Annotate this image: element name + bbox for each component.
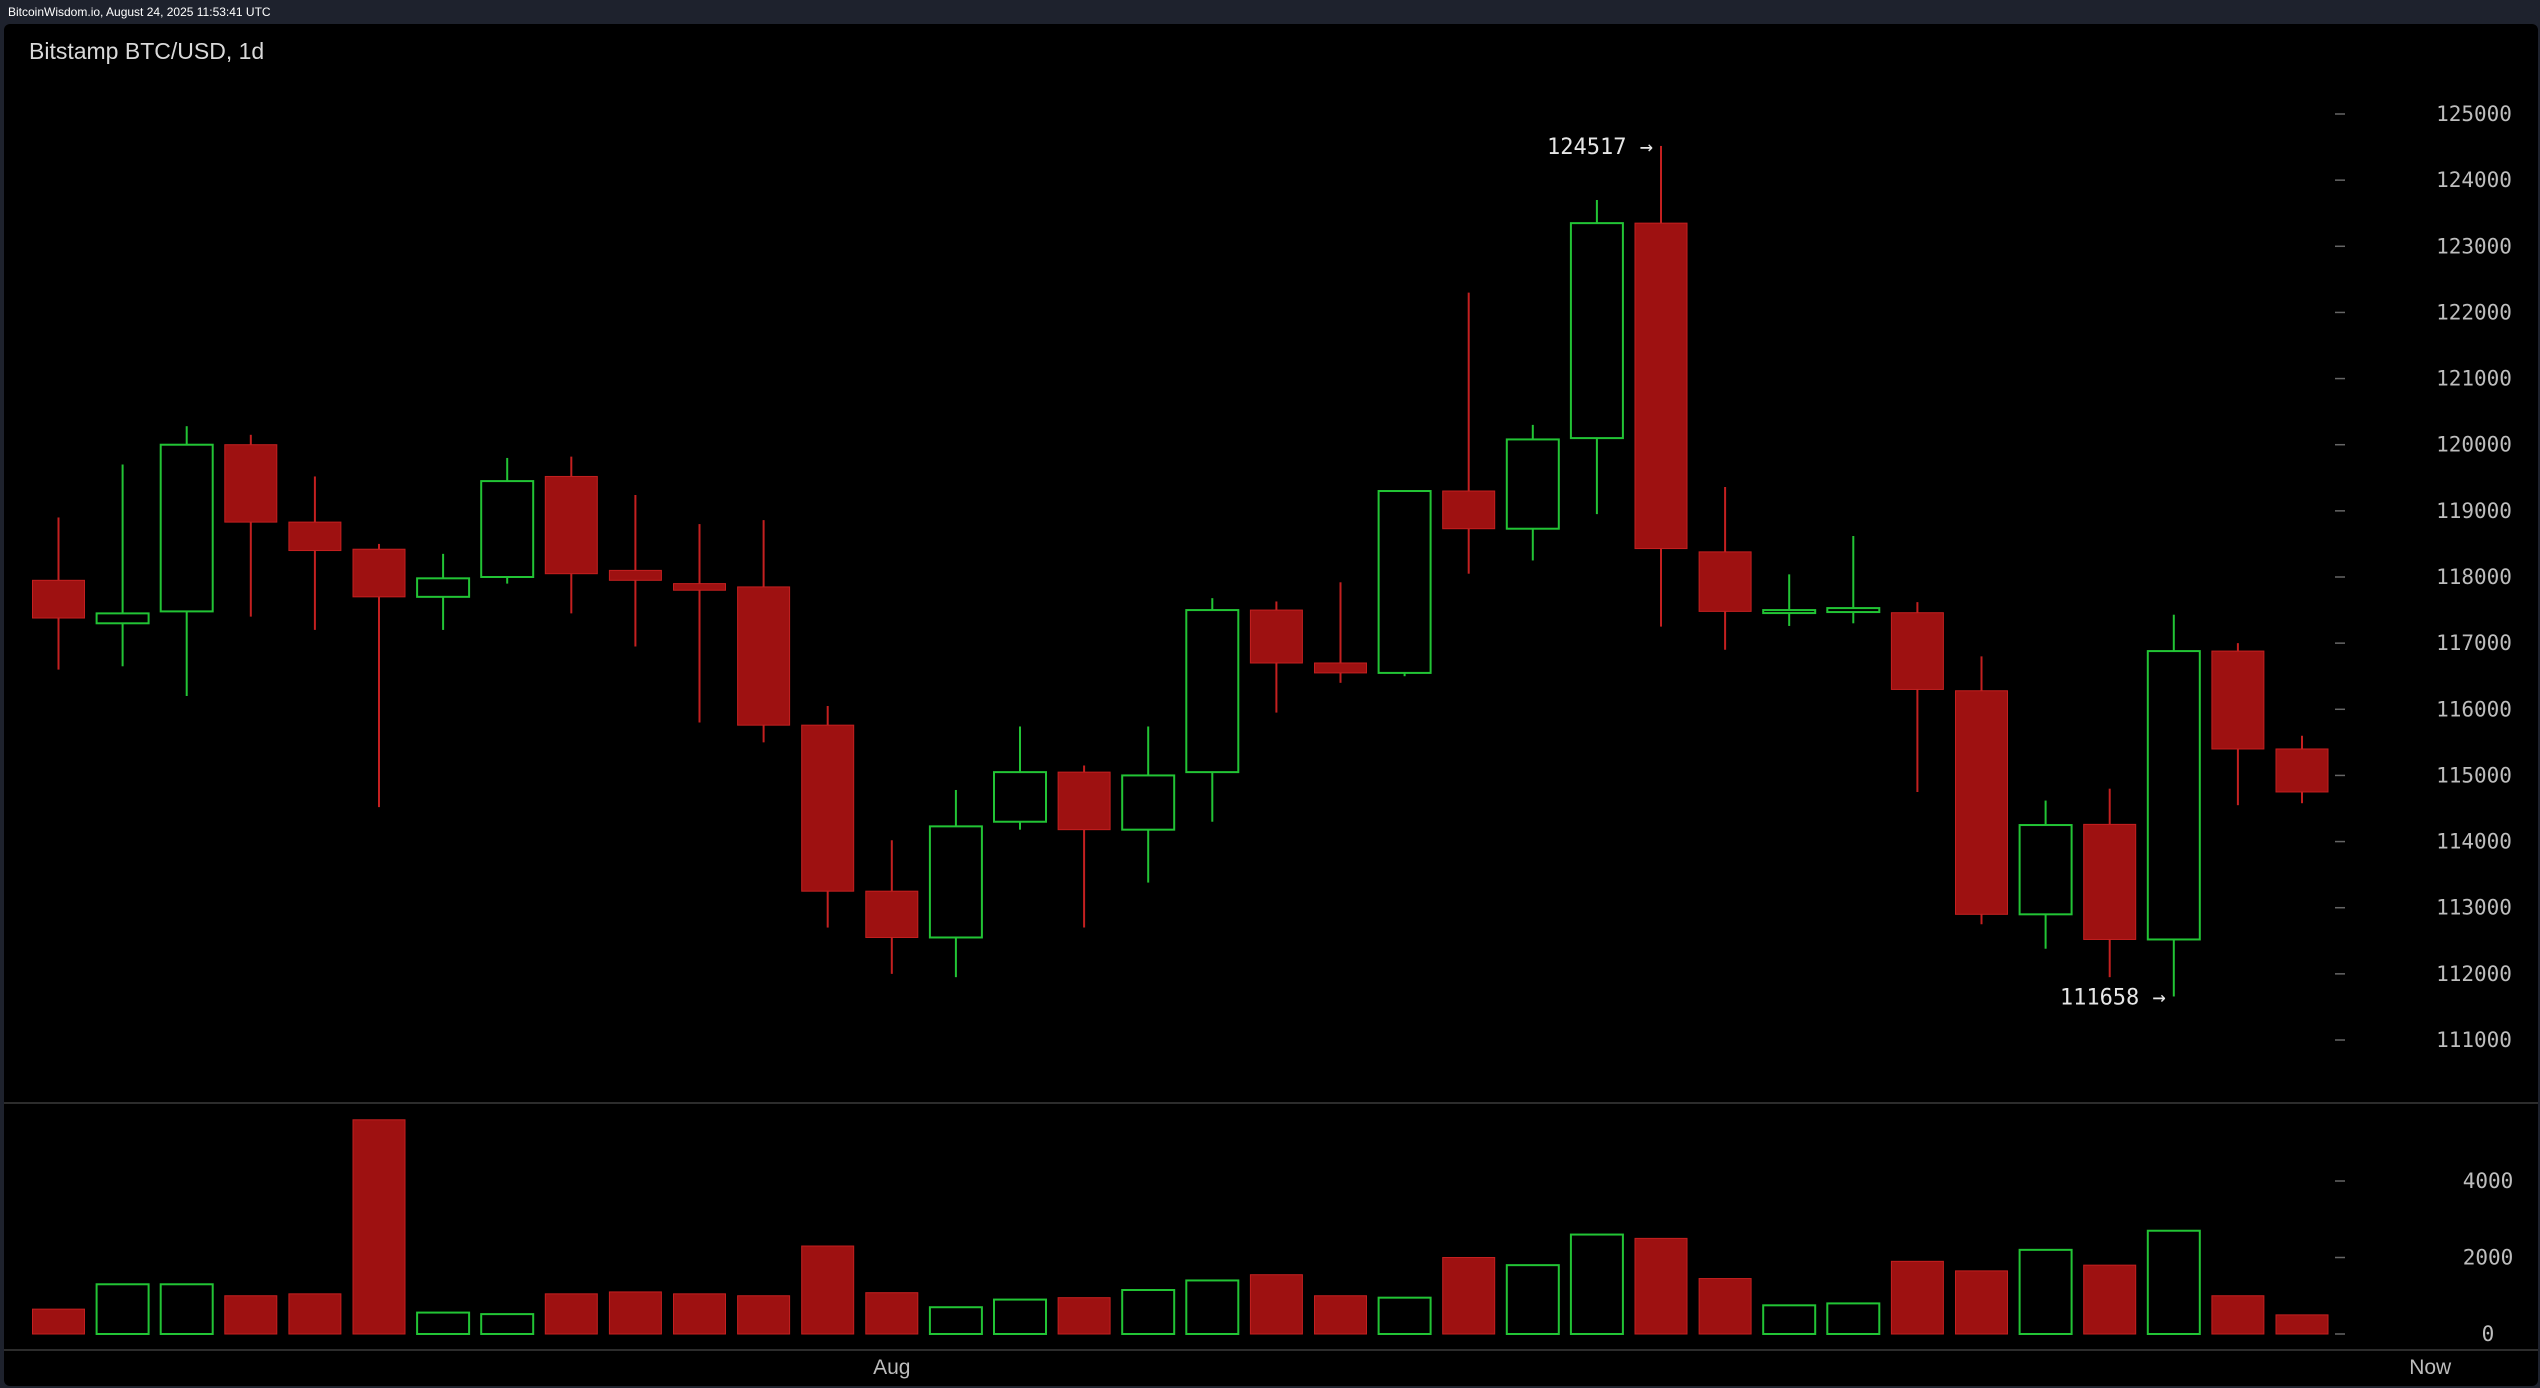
price-tick-label: 123000 xyxy=(2436,234,2512,258)
volume-bar-down xyxy=(1634,1237,1688,1335)
price-tick-label: 111000 xyxy=(2436,1028,2512,1052)
volume-bar-up xyxy=(480,1313,535,1335)
time-axis-label: Now xyxy=(2409,1356,2452,1379)
price-tick-label: 115000 xyxy=(2436,763,2512,787)
volume-tick-label: 4000 xyxy=(2463,1169,2514,1193)
volume-bar-up xyxy=(2146,1229,2201,1335)
volume-bar-down xyxy=(1698,1278,1752,1335)
price-tick-label: 112000 xyxy=(2436,962,2512,986)
candle-body-down xyxy=(1955,690,2008,915)
volume-bar-down xyxy=(1955,1270,2008,1335)
candle-body-up xyxy=(2146,650,2201,941)
time-axis-label: Aug xyxy=(873,1356,910,1379)
price-tick-label: 113000 xyxy=(2436,896,2512,920)
volume-bar-up xyxy=(159,1283,214,1336)
candle-body-up xyxy=(1377,490,1432,674)
candle-body-down xyxy=(2211,650,2265,750)
candle-body-up xyxy=(2018,824,2073,916)
volume-bar-down xyxy=(32,1308,85,1335)
volume-bar-up xyxy=(993,1298,1047,1335)
candle-body-down xyxy=(1890,612,1944,690)
volume-bar-up xyxy=(1377,1296,1432,1335)
price-tick-label: 125000 xyxy=(2436,102,2512,126)
price-tick-label: 114000 xyxy=(2436,830,2512,854)
candle-body-up xyxy=(928,825,983,939)
volume-bar-down xyxy=(288,1293,342,1335)
candle-body-down xyxy=(2275,748,2329,793)
candle-body-down xyxy=(865,890,919,938)
candle-body-down xyxy=(1057,771,1111,831)
volume-bar-up xyxy=(416,1311,471,1335)
candle-body-down xyxy=(737,586,791,726)
chart-title: Bitstamp BTC/USD, 1d xyxy=(29,38,265,64)
candle-body-down xyxy=(1442,490,1496,530)
candle-body-down xyxy=(608,569,662,581)
candle-body-up xyxy=(416,577,471,598)
candle-body-down xyxy=(224,444,278,523)
price-extreme-annotation: 124517 → xyxy=(1547,135,1653,160)
volume-bar-up xyxy=(2018,1248,2073,1335)
candle-body-down xyxy=(673,583,726,591)
candle-body-up xyxy=(95,612,150,625)
volume-bar-down xyxy=(1057,1297,1111,1335)
candle-body-down xyxy=(1634,222,1688,550)
volume-tick-label: 2000 xyxy=(2463,1246,2514,1270)
volume-bar-down xyxy=(608,1291,662,1335)
price-tick-label: 117000 xyxy=(2436,631,2512,655)
volume-bar-up xyxy=(1569,1233,1624,1336)
candle-body-up xyxy=(159,443,214,613)
candle-body-up xyxy=(1121,774,1176,831)
volume-tick-label: 0 xyxy=(2482,1322,2495,1346)
top-bar: BitcoinWisdom.io, August 24, 2025 11:53:… xyxy=(0,0,2540,24)
volume-bar-down xyxy=(1442,1257,1496,1335)
candle-body-down xyxy=(352,548,406,598)
volume-bar-down xyxy=(673,1293,726,1335)
volume-bar-down xyxy=(1890,1260,1944,1335)
volume-bar-down xyxy=(224,1295,278,1335)
volume-bar-down xyxy=(865,1292,919,1335)
source-timestamp: BitcoinWisdom.io, August 24, 2025 11:53:… xyxy=(8,5,271,19)
volume-bar-up xyxy=(95,1283,150,1336)
price-tick-label: 118000 xyxy=(2436,565,2512,589)
price-tick-label: 116000 xyxy=(2436,697,2512,721)
candle-body-up xyxy=(1826,607,1881,614)
candle-body-up xyxy=(1185,609,1240,774)
candle-body-down xyxy=(1698,551,1752,612)
volume-bar-down xyxy=(2211,1295,2265,1335)
price-tick-label: 124000 xyxy=(2436,168,2512,192)
volume-bar-down xyxy=(352,1119,406,1335)
chart-panel xyxy=(4,24,2538,1386)
price-extreme-annotation: 111658 → xyxy=(2060,985,2166,1010)
candle-body-up xyxy=(1762,609,1817,615)
volume-bar-down xyxy=(2083,1264,2137,1335)
volume-bar-up xyxy=(928,1306,983,1335)
candle-body-down xyxy=(2083,823,2137,940)
volume-bar-up xyxy=(1762,1304,1817,1335)
candle-body-down xyxy=(32,579,85,619)
price-tick-label: 119000 xyxy=(2436,499,2512,523)
volume-bar-up xyxy=(1121,1289,1176,1335)
candle-body-down xyxy=(1314,662,1367,674)
candle-body-up xyxy=(1505,438,1560,530)
volume-bar-down xyxy=(1249,1274,1303,1335)
volume-bar-down xyxy=(801,1245,855,1335)
candle-body-up xyxy=(480,480,535,579)
candle-body-down xyxy=(288,521,342,552)
volume-bar-down xyxy=(1314,1295,1367,1335)
price-tick-label: 120000 xyxy=(2436,433,2512,457)
candle-body-down xyxy=(544,475,598,575)
volume-bar-up xyxy=(1185,1279,1240,1335)
candle-body-down xyxy=(1249,609,1303,664)
candle-body-up xyxy=(993,771,1047,823)
volume-bar-up xyxy=(1826,1302,1881,1336)
price-tick-label: 122000 xyxy=(2436,300,2512,324)
price-tick-label: 121000 xyxy=(2436,367,2512,391)
volume-bar-down xyxy=(544,1293,598,1335)
volume-bar-up xyxy=(1505,1264,1560,1336)
volume-bar-down xyxy=(737,1295,791,1335)
candle-body-up xyxy=(1569,222,1624,440)
volume-bar-down xyxy=(2275,1314,2329,1335)
candle-body-down xyxy=(801,724,855,892)
